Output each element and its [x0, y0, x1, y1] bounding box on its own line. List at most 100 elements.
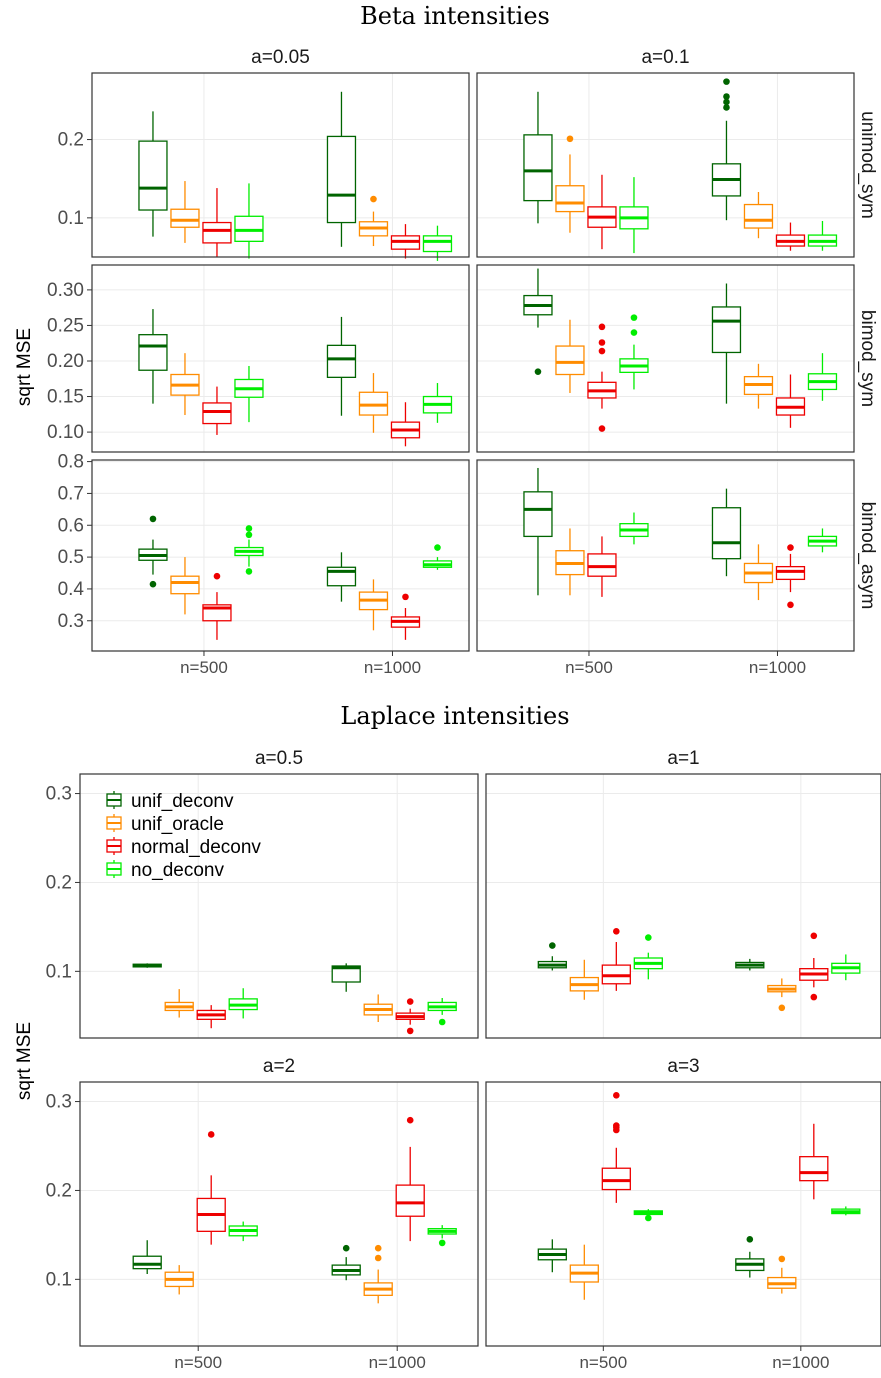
panel-border — [91, 459, 470, 652]
outlier-point — [406, 998, 414, 1005]
outlier-point — [534, 368, 542, 375]
y-tick-label: 0.3 — [46, 784, 72, 805]
box-unif_oracle — [358, 579, 389, 631]
box-normal_deconv — [587, 536, 617, 597]
outlier-point — [370, 195, 377, 203]
y-tick-label: 0.20 — [47, 351, 84, 372]
outlier-point — [630, 314, 638, 321]
y-tick-label: 0.4 — [58, 579, 85, 600]
panel-border — [476, 72, 855, 258]
outlier-point — [207, 1131, 215, 1138]
box-unif_deconv — [523, 467, 553, 596]
box-unif_deconv — [132, 963, 162, 968]
box-unif_oracle — [164, 989, 194, 1018]
outlier-point — [342, 1244, 350, 1252]
panel-strip-label: a=1 — [667, 748, 699, 769]
y-tick-label: 0.10 — [47, 422, 84, 443]
box-unif_deconv — [326, 552, 357, 602]
outlier-point — [613, 1092, 620, 1099]
box-no_deconv — [422, 544, 453, 570]
box-unif_oracle — [555, 135, 585, 233]
outlier-point — [630, 329, 638, 336]
row-strip-label: unimod_sym — [857, 111, 878, 219]
x-tick-label: n=500 — [174, 1353, 222, 1372]
outlier-point — [438, 1239, 446, 1247]
box-unif_deconv — [138, 309, 168, 404]
legend: unif_deconvunif_oraclenormal_deconvno_de… — [106, 791, 261, 881]
panel-border — [485, 1081, 881, 1347]
box-normal_deconv — [202, 386, 232, 435]
box-unif_deconv — [711, 488, 742, 577]
box-unif_deconv — [735, 958, 765, 971]
box-normal_deconv — [390, 224, 421, 259]
box-iqr — [202, 402, 232, 425]
outlier-point — [245, 531, 253, 539]
outlier-point — [723, 78, 730, 85]
box-iqr — [555, 345, 585, 376]
outlier-point — [434, 544, 441, 551]
y-tick-label: 0.2 — [46, 1180, 72, 1201]
box-no_deconv — [831, 1206, 861, 1216]
box-unif_deconv — [331, 963, 361, 992]
box-normal_deconv — [587, 174, 617, 250]
y-tick-label: 0.15 — [47, 387, 84, 408]
box-unif_oracle — [743, 192, 774, 239]
box-no_deconv — [633, 1209, 663, 1222]
outlier-point — [406, 1027, 414, 1035]
box-normal_deconv — [775, 222, 806, 251]
box-iqr — [711, 507, 742, 560]
outlier-point — [723, 93, 730, 100]
box-unif_oracle — [555, 528, 585, 596]
box-no_deconv — [234, 183, 264, 259]
legend-label: unif_deconv — [131, 791, 234, 812]
box-no_deconv — [619, 314, 649, 390]
y-tick-label: 0.1 — [46, 961, 72, 982]
outlier-point — [438, 1018, 446, 1026]
box-normal_deconv — [202, 572, 232, 640]
box-unif_oracle — [358, 373, 389, 433]
box-unif_deconv — [537, 942, 567, 971]
y-tick-label: 0.2 — [46, 872, 72, 893]
outlier-point — [613, 1122, 620, 1129]
box-no_deconv — [427, 1225, 457, 1247]
box-iqr — [326, 344, 357, 378]
box-iqr — [555, 185, 585, 213]
box-normal_deconv — [395, 998, 425, 1035]
box-normal_deconv — [601, 1092, 631, 1203]
y-tick-label: 0.5 — [58, 547, 84, 568]
panel-border — [485, 773, 881, 1039]
box-no_deconv — [831, 954, 861, 981]
panel-strip-label: a=0.5 — [255, 748, 303, 769]
box-unif_deconv — [326, 91, 357, 247]
box-iqr — [799, 1156, 829, 1182]
box-normal_deconv — [799, 1123, 829, 1200]
outlier-point — [613, 928, 620, 935]
panel — [476, 72, 855, 258]
outlier-point — [374, 1244, 382, 1252]
y-tick-label: 0.30 — [47, 280, 84, 301]
box-normal_deconv — [390, 593, 421, 640]
panel — [476, 459, 855, 652]
box-iqr — [202, 221, 232, 244]
y-tick-label: 0.3 — [46, 1092, 72, 1113]
box-normal_deconv — [775, 544, 806, 609]
outlier-point — [598, 339, 606, 346]
outlier-point — [746, 1236, 754, 1243]
box-normal_deconv — [601, 928, 631, 991]
row-strip-label: bimod_sym — [857, 310, 878, 407]
box-iqr — [775, 565, 806, 581]
box-unif_oracle — [569, 959, 599, 1000]
y-tick-label: 0.25 — [47, 315, 84, 336]
outlier-point — [723, 104, 730, 111]
box-unif_deconv — [132, 1240, 162, 1274]
box-normal_deconv — [196, 1131, 226, 1245]
box-no_deconv — [619, 177, 649, 254]
box-no_deconv — [807, 353, 838, 401]
outlier-point — [778, 1004, 786, 1012]
box-unif_oracle — [363, 1244, 393, 1304]
box-iqr — [138, 140, 168, 211]
y-tick-label: 0.1 — [58, 208, 84, 229]
row-strip-label: bimod_asym — [857, 502, 878, 610]
box-iqr — [138, 334, 168, 371]
